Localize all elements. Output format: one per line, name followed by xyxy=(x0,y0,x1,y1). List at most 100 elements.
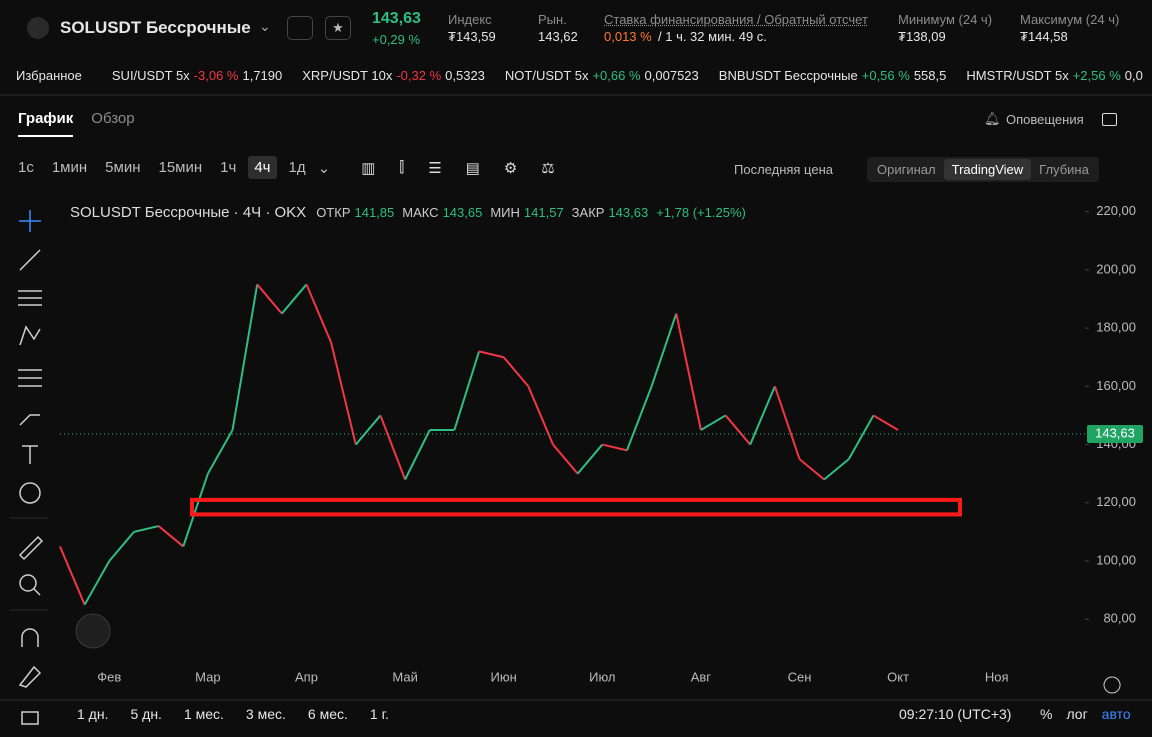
ticker[interactable]: NOT/USDT 5x +0,66 % 0,007523 xyxy=(505,68,699,83)
price-segment xyxy=(305,284,333,344)
price-segment xyxy=(773,386,801,460)
ticker-change: -0,32 % xyxy=(396,68,442,83)
toolbar-icon[interactable]: ⚙ xyxy=(503,159,518,177)
interval-menu[interactable]: ⌄ xyxy=(317,159,331,177)
y-tick-label: 180,00 xyxy=(1096,320,1136,335)
ticker-pair: XRP/USDT 10x xyxy=(302,68,393,83)
legend-value: 141,57 xyxy=(523,205,564,220)
ticker-price: 558,5 xyxy=(913,68,947,83)
legend-value: 143,63 xyxy=(608,205,649,220)
price-segment xyxy=(749,385,776,445)
legend-label: ОТКР xyxy=(316,205,351,220)
legend-value: 143,65 xyxy=(442,205,483,220)
x-tick-label: Апр xyxy=(295,669,318,684)
ticker[interactable]: XRP/USDT 10x -0,32 % 0,5323 xyxy=(302,68,485,83)
ticker-pair: HMSTR/USDT 5x xyxy=(966,68,1069,83)
tab[interactable]: График xyxy=(18,110,74,137)
interval[interactable]: 4ч xyxy=(248,156,277,179)
settings-icon[interactable] xyxy=(1103,676,1121,694)
support-zone xyxy=(190,497,962,517)
price-segment xyxy=(379,415,407,480)
price-type[interactable]: Последняя цена xyxy=(734,162,833,177)
chevron[interactable]: ⌄ xyxy=(259,18,271,34)
ticker-price: 0,007523 xyxy=(644,68,699,83)
tab[interactable]: Обзор xyxy=(91,110,135,127)
range[interactable]: 3 мес. xyxy=(245,706,286,722)
price-segment xyxy=(83,560,111,606)
stat-extra: / 1 ч. 32 мин. 49 с. xyxy=(658,29,767,44)
x-tick-label: Сен xyxy=(788,669,812,684)
scale-option[interactable]: авто xyxy=(1101,706,1131,722)
price-segment xyxy=(478,350,504,359)
last-price-tag xyxy=(1087,424,1143,443)
symbol[interactable]: SOLUSDT Бессрочные xyxy=(60,18,251,37)
x-tick-label: Окт xyxy=(887,669,909,684)
price-segment xyxy=(650,313,678,387)
toolbar-icon[interactable]: ☰ xyxy=(428,159,442,177)
range[interactable]: 5 дн. xyxy=(130,706,162,722)
clock: 09:27:10 (UTC+3) xyxy=(899,706,1012,722)
scale-option[interactable]: % xyxy=(1040,706,1053,722)
ticker-pair: BNBUSDT Бессрочные xyxy=(718,68,858,83)
stat-label: Рын. xyxy=(538,12,567,27)
price-segment xyxy=(552,443,579,475)
x-tick-label: Июл xyxy=(589,669,615,684)
ticker[interactable]: SUI/USDT 5x -3,06 % 1,7190 xyxy=(112,68,282,83)
ticker-change: +2,56 % xyxy=(1072,68,1121,83)
x-tick-label: Май xyxy=(392,669,417,684)
ticker-price: 0,5323 xyxy=(445,68,485,83)
price-segment xyxy=(823,458,850,481)
range[interactable]: 1 дн. xyxy=(77,706,109,722)
interval[interactable]: 1д xyxy=(288,159,306,176)
range[interactable]: 1 мес. xyxy=(183,706,224,722)
stat-value: ₮144,58 xyxy=(1020,29,1068,44)
view[interactable]: Глубина xyxy=(1039,162,1089,177)
toolbar-icon[interactable]: ▤ xyxy=(465,159,480,177)
legend-value: 141,85 xyxy=(354,205,395,220)
logo xyxy=(27,17,49,39)
tv-logo xyxy=(75,613,111,649)
interval[interactable]: 1мин xyxy=(51,159,88,176)
view[interactable]: TradingView xyxy=(943,159,1032,180)
x-tick-label: Мар xyxy=(195,669,220,684)
price-segment xyxy=(602,443,628,452)
crosshair-tool[interactable] xyxy=(19,210,41,232)
price-segment xyxy=(847,414,875,460)
tool-icons[interactable] xyxy=(18,249,44,725)
interval[interactable]: 1ч xyxy=(220,159,237,176)
y-tick-label: 160,00 xyxy=(1096,378,1136,393)
view[interactable]: Оригинал xyxy=(877,162,936,177)
toolbar-icon[interactable]: ⚖ xyxy=(541,159,555,177)
x-tick-label: Ноя xyxy=(985,669,1009,684)
stat-value: ₮143,59 xyxy=(448,29,496,44)
last-price-label: 143,63 xyxy=(1095,425,1135,440)
price-segment xyxy=(700,414,727,431)
price-segment xyxy=(59,546,86,606)
price-segment xyxy=(404,429,431,480)
stat-value: 0,013 % xyxy=(604,29,652,44)
price-segment xyxy=(133,525,159,533)
ticker[interactable]: HMSTR/USDT 5x +2,56 % 0,0 xyxy=(966,68,1142,83)
price-segment xyxy=(626,385,653,451)
bell-icon[interactable]: 🔔︎ xyxy=(984,111,1001,126)
book-button[interactable] xyxy=(287,16,313,40)
ticker[interactable]: BNBUSDT Бессрочные +0,56 % 558,5 xyxy=(719,68,947,83)
interval[interactable]: 1с xyxy=(18,159,34,176)
y-tick-label: 100,00 xyxy=(1096,552,1136,567)
toolbar-icon[interactable]: ▥ xyxy=(361,159,376,177)
ticker-change: +0,56 % xyxy=(861,68,910,83)
toolbar-icon[interactable]: ⫿ xyxy=(399,159,405,176)
x-tick-label: Фев xyxy=(97,669,121,684)
favorite-button[interactable]: ★ xyxy=(325,16,351,40)
price-segment xyxy=(330,342,357,445)
range[interactable]: 1 г. xyxy=(369,706,389,722)
price-segment xyxy=(256,283,283,315)
price-segment xyxy=(453,351,481,431)
layout-button[interactable] xyxy=(1102,113,1117,126)
stat-label: Ставка финансирования / Обратный отсчет xyxy=(604,12,868,27)
scale-option[interactable]: лог xyxy=(1066,706,1088,722)
alerts[interactable]: Оповещения xyxy=(1006,112,1084,127)
interval[interactable]: 5мин xyxy=(105,159,141,176)
interval[interactable]: 15мин xyxy=(158,159,203,176)
range[interactable]: 6 мес. xyxy=(307,706,348,722)
